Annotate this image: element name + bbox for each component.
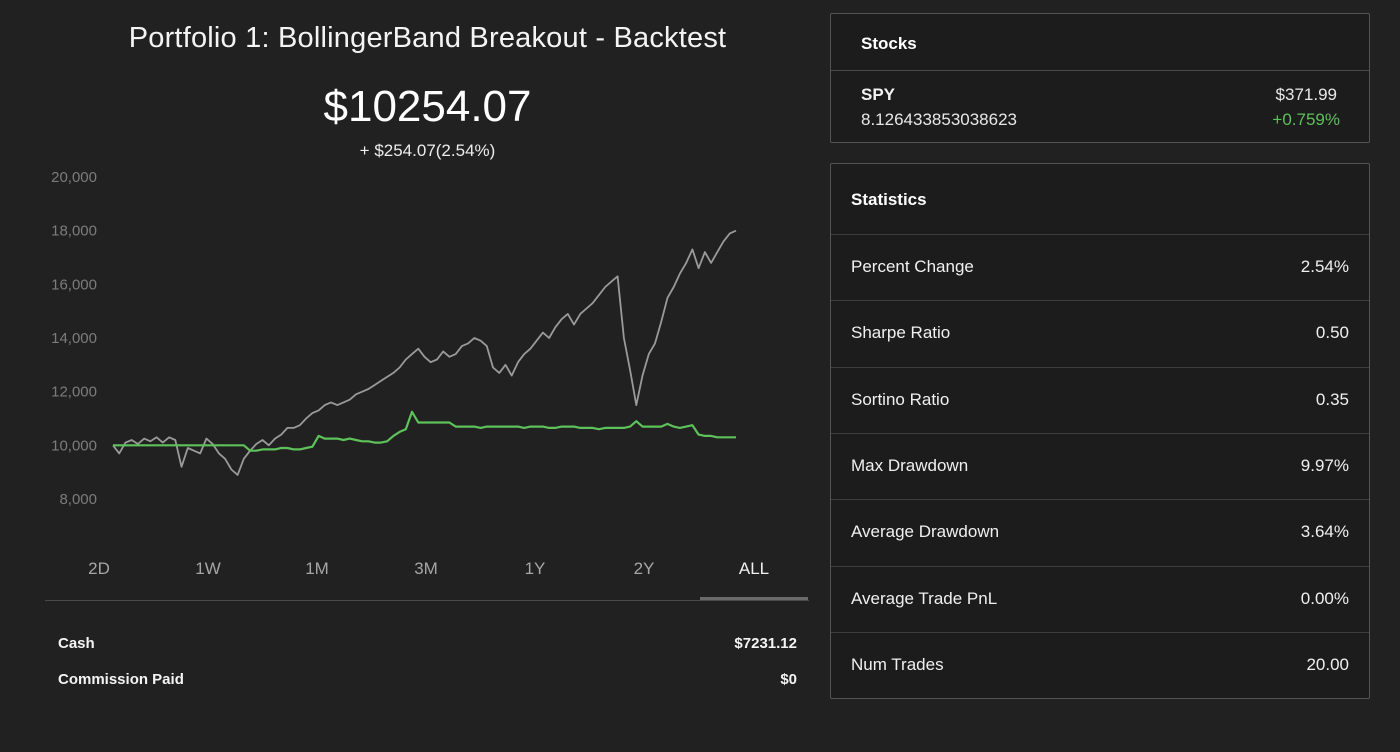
y-tick-label: 20,000 (51, 169, 97, 186)
range-tab-2y[interactable]: 2Y (633, 559, 655, 578)
commission-value: $0 (780, 671, 797, 688)
y-tick-label: 8,000 (59, 491, 97, 508)
statistics-header: Statistics (851, 190, 927, 209)
stat-label: Average Drawdown (851, 522, 1000, 542)
y-axis: 20,000 18,000 16,000 14,000 12,000 10,000 8,00… (51, 169, 97, 508)
stock-quantity: 8.126433853038623 (861, 110, 1017, 129)
stat-row: Average Drawdown 3.64% (831, 499, 1369, 566)
y-tick-label: 16,000 (51, 276, 97, 293)
range-tab-1w[interactable]: 1W (195, 559, 221, 578)
stat-value: 0.00% (1300, 588, 1349, 608)
stat-value: 20.00 (1306, 654, 1349, 674)
stat-value: 2.54% (1300, 257, 1349, 276)
stat-row: Average Trade PnL 0.00% (831, 565, 1369, 633)
stat-row: Num Trades 20.00 (831, 631, 1369, 699)
stat-label: Max Drawdown (851, 455, 969, 475)
portfolio-change: + $254.07(2.54%) (359, 141, 496, 160)
range-tab-1m[interactable]: 1M (305, 559, 329, 578)
time-range-tabs: 2D 1W 1M 3M 1Y 2Y ALL (45, 552, 809, 601)
portfolio-title: Portfolio 1: BollingerBand Breakout - Ba… (128, 22, 727, 54)
statistics-panel: Statistics Percent Change 2.54% Sharpe Rat… (830, 163, 1370, 699)
stat-label: Num Trades (851, 654, 944, 674)
stock-price: $371.99 (1275, 85, 1337, 104)
commission-row: Commission Paid $0 (58, 671, 797, 688)
stat-row: Max Drawdown 9.97% (831, 432, 1369, 500)
portfolio-line (113, 410, 736, 452)
cash-value: $7231.12 (734, 635, 797, 652)
stat-row: Sortino Ratio 0.35 (831, 366, 1369, 434)
stat-row: Sharpe Ratio 0.50 (831, 300, 1369, 367)
stat-label: Percent Change (851, 257, 974, 276)
stocks-panel: Stocks SPY $371.99 8.126433853038623 +0.… (830, 13, 1370, 143)
stock-symbol: SPY (861, 85, 896, 104)
portfolio-section: Portfolio 1: BollingerBand Breakout - Ba… (45, 22, 809, 688)
stat-value: 0.50 (1315, 323, 1349, 343)
stat-value: 3.64% (1300, 522, 1349, 542)
stat-label: Average Trade PnL (851, 588, 998, 608)
range-tab-all[interactable]: ALL (700, 552, 808, 600)
stocks-divider (831, 70, 1369, 71)
stat-row: Percent Change 2.54% (831, 234, 1369, 301)
range-tab-2d[interactable]: 2D (88, 559, 110, 578)
portfolio-chart: 20,000 18,000 16,000 14,000 12,000 10,000 8,00… (51, 169, 737, 508)
y-tick-label: 10,000 (51, 437, 97, 454)
stat-value: 0.35 (1315, 389, 1349, 409)
y-tick-label: 14,000 (51, 330, 97, 347)
range-tab-1y[interactable]: 1Y (524, 559, 546, 578)
chart-lines (112, 229, 737, 476)
cash-row: Cash $7231.12 (58, 635, 797, 652)
benchmark-line (112, 229, 737, 476)
stat-value: 9.97% (1300, 455, 1349, 475)
commission-label: Commission Paid (58, 671, 184, 688)
range-tab-3m[interactable]: 3M (414, 559, 438, 578)
stocks-header: Stocks (861, 34, 917, 53)
cash-label: Cash (58, 635, 95, 652)
stat-label: Sharpe Ratio (851, 323, 951, 343)
portfolio-value: $10254.07 (323, 82, 532, 131)
y-tick-label: 18,000 (51, 223, 97, 240)
y-tick-label: 12,000 (51, 384, 97, 401)
stat-label: Sortino Ratio (851, 389, 950, 409)
stock-change: +0.759% (1272, 110, 1340, 129)
